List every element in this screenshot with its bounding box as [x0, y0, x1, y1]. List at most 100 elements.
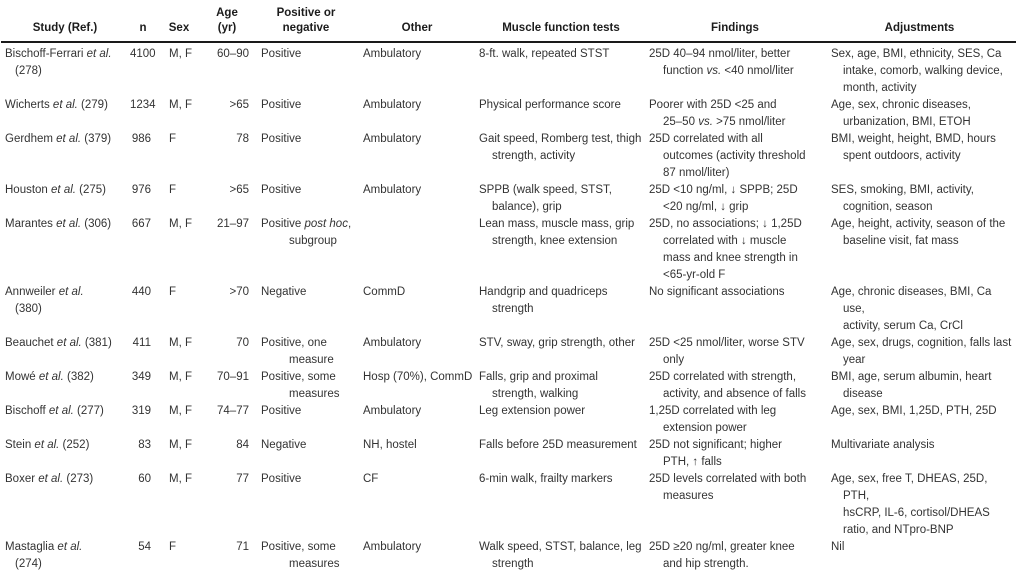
- cell-other: Ambulatory: [363, 405, 422, 417]
- table-row: Bischoff-Ferrari et al. (278) 4100 M, F 60–9…: [1, 42, 1016, 97]
- cell-tests: Lean mass, muscle mass, grip strength, kn…: [479, 218, 635, 247]
- cell-findings: 25D levels correlated with both measures: [649, 473, 807, 502]
- cell-other: Ambulatory: [363, 99, 422, 111]
- header-row: Study (Ref.) n Sex Age (yr) Positive or negati…: [1, 0, 1016, 43]
- cell-study: Stein et al. (252): [5, 439, 90, 451]
- table-row: Houston et al. (275) 976 F >65 Positive Ambul…: [1, 182, 1016, 216]
- cell-findings: 25D <25 nmol/liter, worse STV only: [649, 337, 805, 366]
- cell-n: 54: [138, 541, 151, 553]
- cell-adjustments: Age, chronic diseases, BMI, Ca use, activ…: [831, 286, 992, 332]
- column-header-tests: Muscle function tests: [475, 0, 647, 43]
- table-row: Boxer et al. (273) 60 M, F 77 Positive CF 6-mi…: [1, 471, 1016, 539]
- cell-n: 1234: [130, 99, 156, 111]
- cell-sex: M, F: [169, 218, 192, 230]
- cell-tests: SPPB (walk speed, STST, balance), grip: [479, 184, 612, 213]
- cell-posneg: Positive: [261, 99, 302, 111]
- column-header-n: n: [129, 0, 157, 43]
- cell-n: 667: [131, 218, 151, 230]
- column-header-posneg: Positive or negative: [253, 0, 359, 43]
- cell-study: Mastaglia et al. (274): [5, 541, 83, 570]
- cell-sex: F: [169, 541, 177, 553]
- cell-age: 74–77: [217, 405, 249, 417]
- cell-study: Boxer et al. (273): [5, 473, 94, 485]
- cell-study: Bischoff et al. (277): [5, 405, 104, 417]
- cell-posneg: Positive: [261, 473, 302, 485]
- cell-age: 70–91: [217, 371, 249, 383]
- cell-other: [359, 216, 475, 284]
- cell-posneg: Positive, some measures: [261, 541, 340, 570]
- cell-study: Wicherts et al. (279): [5, 99, 108, 111]
- column-header-study: Study (Ref.): [1, 0, 129, 43]
- cell-sex: M, F: [169, 48, 192, 60]
- cell-adjustments: SES, smoking, BMI, activity, cognition, s…: [831, 184, 974, 213]
- table-row: Mastaglia et al. (274) 54 F 71 Positive, some…: [1, 539, 1016, 571]
- cell-sex: M, F: [169, 99, 192, 111]
- cell-sex: F: [169, 286, 177, 298]
- cell-n: 411: [132, 337, 151, 349]
- cell-posneg: Positive: [261, 133, 302, 145]
- cell-n: 349: [131, 371, 151, 383]
- cell-tests: STV, sway, grip strength, other: [479, 337, 635, 349]
- cell-n: 319: [131, 405, 151, 417]
- cell-other: Ambulatory: [363, 541, 422, 553]
- cell-sex: M, F: [169, 439, 192, 451]
- cell-study: Beauchet et al. (381): [5, 337, 112, 349]
- cell-other: NH, hostel: [363, 439, 417, 451]
- cell-other: Ambulatory: [363, 48, 422, 60]
- table-header: Study (Ref.) n Sex Age (yr) Positive or negati…: [1, 0, 1016, 43]
- cell-tests: Gait speed, Romberg test, thigh strength,…: [479, 133, 642, 162]
- cell-adjustments: Age, sex, chronic diseases, urbanization,…: [831, 99, 971, 128]
- cell-findings: Poorer with 25D <25 and 25–50 vs. >75 nmo…: [649, 99, 786, 128]
- column-header-findings: Findings: [647, 0, 823, 43]
- cell-adjustments: Age, sex, drugs, cognition, falls last ye…: [831, 337, 1012, 366]
- cell-other: Ambulatory: [363, 133, 422, 145]
- table-row: Annweiler et al. (380) 440 F >70 Negative Comm…: [1, 284, 1016, 335]
- cell-tests: 6-min walk, frailty markers: [479, 473, 613, 485]
- cell-adjustments: Nil: [831, 541, 845, 553]
- cell-findings: No significant associations: [649, 286, 785, 298]
- cell-findings: 25D ≥20 ng/ml, greater knee and hip stren…: [649, 541, 795, 570]
- cell-tests: Physical performance score: [479, 99, 621, 111]
- table-row: Stein et al. (252) 83 M, F 84 Negative NH, ho…: [1, 437, 1016, 471]
- cell-study: Mowé et al. (382): [5, 371, 94, 383]
- table-row: Bischoff et al. (277) 319 M, F 74–77 Positiv…: [1, 403, 1016, 437]
- table-row: Marantes et al. (306) 667 M, F 21–97 Positiv…: [1, 216, 1016, 284]
- table-body: Bischoff-Ferrari et al. (278) 4100 M, F 60–9…: [1, 42, 1016, 571]
- cell-adjustments: Multivariate analysis: [831, 439, 935, 451]
- cell-sex: M, F: [169, 473, 192, 485]
- cell-other: Ambulatory: [363, 337, 422, 349]
- cell-adjustments: Age, sex, BMI, 1,25D, PTH, 25D: [831, 405, 997, 417]
- cell-findings: 25D <10 ng/ml, ↓ SPPB; 25D <20 ng/ml, ↓ g…: [649, 184, 798, 213]
- cell-findings: 25D correlated with strength, activity, a…: [649, 371, 806, 400]
- cell-sex: M, F: [169, 405, 192, 417]
- column-header-age: Age (yr): [201, 0, 253, 43]
- cell-age: 71: [236, 541, 249, 553]
- cell-findings: 1,25D correlated with leg extension power: [649, 405, 777, 434]
- table-row: Mowé et al. (382) 349 M, F 70–91 Positive, s…: [1, 369, 1016, 403]
- cell-findings: 25D correlated with all outcomes (activit…: [649, 133, 806, 179]
- table-row: Gerdhem et al. (379) 986 F 78 Positive Ambula…: [1, 131, 1016, 182]
- cell-posneg: Positive post hoc, subgroup: [261, 218, 352, 247]
- cell-n: 440: [131, 286, 151, 298]
- cell-study: Houston et al. (275): [5, 184, 107, 196]
- cell-findings: 25D, no associations; ↓ 1,25D correlated …: [649, 218, 802, 281]
- column-header-other: Other: [359, 0, 475, 43]
- cell-age: 70: [236, 337, 249, 349]
- cell-n: 976: [131, 184, 151, 196]
- cell-other: Ambulatory: [363, 184, 422, 196]
- cell-other: Hosp (70%), CommD: [363, 371, 473, 383]
- cell-posneg: Positive: [261, 48, 302, 60]
- table-row: Wicherts et al. (279) 1234 M, F >65 Positive…: [1, 97, 1016, 131]
- cell-study: Annweiler et al. (380): [5, 286, 84, 315]
- cell-n: 60: [138, 473, 151, 485]
- cell-posneg: Positive, some measures: [261, 371, 340, 400]
- table-row: Beauchet et al. (381) 411 M, F 70 Positive, …: [1, 335, 1016, 369]
- cell-tests: Falls before 25D measurement: [479, 439, 637, 451]
- cell-tests: Walk speed, STST, balance, leg strength: [479, 541, 642, 570]
- cell-posneg: Positive: [261, 184, 302, 196]
- cell-adjustments: BMI, age, serum albumin, heart disease: [831, 371, 992, 400]
- cell-n: 986: [131, 133, 151, 145]
- cell-age: 77: [236, 473, 249, 485]
- cell-study: Gerdhem et al. (379): [5, 133, 112, 145]
